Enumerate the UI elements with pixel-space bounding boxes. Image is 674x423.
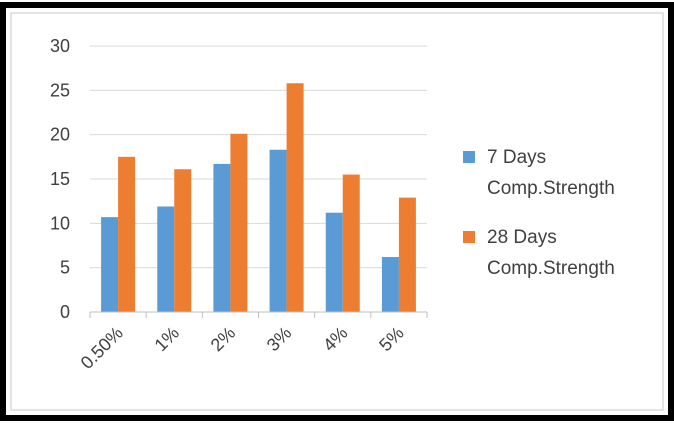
gridlines (90, 45, 427, 269)
bar-28-days (230, 133, 248, 312)
legend-label: 28 Days (487, 227, 557, 248)
legend-label: 7 Days (487, 147, 546, 168)
x-tick-label: 4% (319, 323, 352, 356)
y-tick-label: 0 (60, 302, 70, 322)
x-tick-label: 0.50% (77, 323, 127, 373)
bar-7-days (157, 206, 175, 312)
bar-28-days (342, 174, 360, 312)
y-tick-label: 30 (50, 36, 70, 56)
bars (101, 83, 416, 313)
x-tick-label: 5% (375, 323, 408, 356)
legend-label: Comp.Strength (487, 258, 615, 279)
y-tick-label: 15 (50, 169, 70, 189)
bar-28-days (118, 156, 136, 312)
legend-swatch (463, 151, 475, 163)
y-tick-label: 10 (50, 213, 70, 233)
legend-label: Comp.Strength (487, 178, 615, 199)
bar-28-days (398, 197, 416, 312)
x-tick-label: 3% (263, 323, 296, 356)
bar-7-days (213, 163, 231, 312)
y-tick-label: 5 (60, 258, 70, 278)
y-tick-label: 20 (50, 125, 70, 145)
x-tick-label: 1% (151, 323, 184, 356)
bar-7-days (269, 149, 287, 312)
bar-7-days (325, 212, 343, 312)
bar-7-days (381, 257, 399, 312)
bar-28-days (286, 83, 304, 313)
y-tick-label: 25 (50, 80, 70, 100)
x-tick-label: 2% (207, 323, 240, 356)
legend-swatch (463, 231, 475, 243)
bar-28-days (174, 169, 192, 312)
bar-7-days (101, 217, 119, 312)
legend: 7 Days Comp.Strength 28 Days Comp.Strength (463, 147, 615, 279)
chart-area-border (10, 12, 664, 411)
